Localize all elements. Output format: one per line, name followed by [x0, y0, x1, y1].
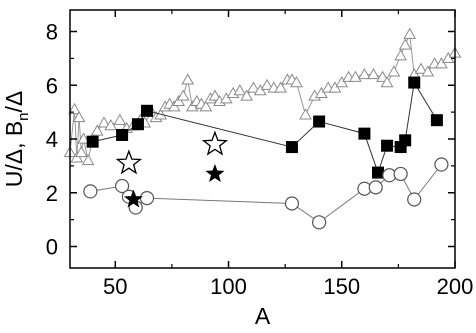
circle-point [368, 180, 383, 195]
triangle-point [398, 38, 412, 50]
triangle-point [70, 151, 84, 163]
triangle-point [167, 100, 181, 112]
chart-axes: 50 100 150 200 0 2 4 6 8 [46, 9, 474, 299]
x-tick-label: 100 [210, 274, 247, 299]
triangle-point [68, 102, 81, 115]
circle-point [114, 178, 130, 194]
triangle-point [260, 78, 274, 90]
filled-star-point [123, 189, 143, 208]
triangle-point [90, 124, 104, 136]
square-point [285, 141, 298, 154]
triangle-point [72, 110, 86, 123]
triangle-point [335, 76, 349, 88]
triangle-point [172, 94, 186, 106]
triangle-point [403, 27, 417, 39]
circle-point [434, 157, 449, 172]
square-point [313, 115, 326, 128]
triangle-point [247, 81, 260, 93]
triangle-point [199, 100, 213, 112]
filled-star-point [205, 163, 225, 183]
square-point [358, 127, 371, 140]
circle-point [83, 184, 98, 199]
circle-point [312, 215, 327, 230]
x-axis-label: A [255, 303, 271, 329]
triangle-point [328, 81, 342, 93]
triangle-point [74, 145, 88, 158]
triangle-point [414, 62, 428, 74]
triangle-point [219, 92, 233, 104]
triangle-point [376, 70, 389, 82]
triangle-point [358, 67, 371, 80]
triangle-point [421, 65, 435, 77]
triangle-point [113, 113, 127, 125]
y-tick-label: 8 [46, 20, 58, 45]
square-point [399, 134, 412, 147]
triangle-point [435, 57, 448, 69]
y-tick-label: 0 [46, 235, 58, 260]
triangle-point [208, 89, 222, 101]
triangle-point [233, 84, 247, 96]
triangle-point [387, 65, 401, 77]
circle-point [284, 196, 300, 211]
triangle-point [348, 70, 362, 82]
square-point [381, 139, 394, 152]
triangle-point [97, 116, 111, 128]
y-axis-label-main: U/Δ, B [1, 121, 27, 187]
open-star-point [201, 130, 229, 156]
triangle-point [240, 89, 254, 101]
triangle-point [299, 108, 312, 120]
triangle-point [290, 76, 303, 88]
triangle-point [394, 49, 408, 61]
triangle-point [81, 153, 95, 166]
y-tick-label: 2 [46, 181, 58, 206]
chart-marks [63, 27, 462, 230]
triangle-point [176, 89, 190, 101]
y-axis-label-tail: /Δ [1, 91, 27, 113]
open-star-point [115, 149, 143, 175]
square-point [141, 104, 153, 117]
triangle-point [181, 73, 195, 85]
x-tick-label: 150 [323, 274, 360, 299]
circle-point [393, 166, 408, 182]
triangle-point [315, 86, 328, 98]
circle-point [407, 192, 422, 207]
y-tick-label: 6 [46, 73, 58, 98]
y-axis-label-subscript: n [15, 112, 32, 120]
triangle-point [367, 67, 380, 80]
triangle-point [253, 84, 267, 96]
x-tick-label: 50 [103, 274, 127, 299]
square-point [131, 118, 144, 131]
triangle-point [380, 76, 394, 88]
series-filled-square-line [92, 81, 438, 175]
triangle-point [77, 132, 90, 144]
y-axis-label: U/Δ, Bn/Δ [1, 91, 32, 188]
triangle-point [185, 100, 199, 112]
triangle-point [104, 119, 118, 131]
circle-point [139, 191, 155, 206]
square-point [430, 114, 443, 127]
x-tick-label: 200 [437, 274, 474, 299]
square-point [408, 76, 421, 89]
triangle-point [441, 51, 455, 63]
square-point [116, 128, 129, 141]
y-tick-label: 4 [46, 127, 58, 152]
square-point [372, 166, 384, 179]
triangle-point [274, 81, 287, 93]
square-point [86, 135, 99, 148]
